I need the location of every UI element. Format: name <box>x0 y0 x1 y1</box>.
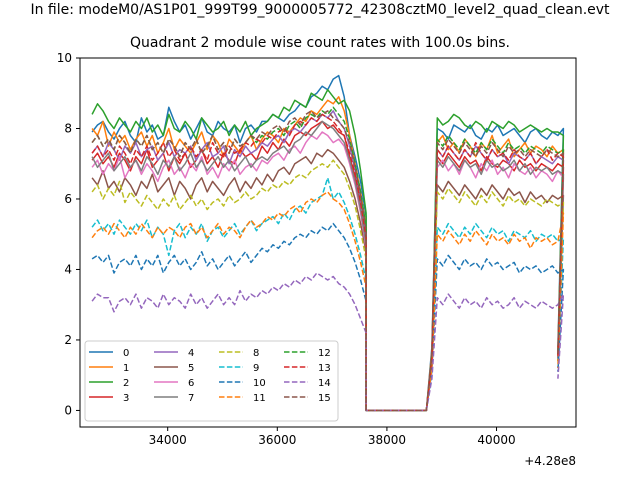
series-line-10 <box>91 222 565 412</box>
x-tick-label: 36000 <box>258 433 296 447</box>
series-line-15 <box>91 110 565 412</box>
legend-box <box>84 340 339 422</box>
series-line-2 <box>91 88 565 412</box>
series-line-6 <box>91 131 565 412</box>
chart-title: Quadrant 2 module wise count rates with … <box>130 35 510 51</box>
legend-label-15: 15 <box>318 393 331 404</box>
series-line-13 <box>91 113 565 412</box>
legend-label-10: 10 <box>253 378 266 389</box>
x-tick-label: 34000 <box>149 433 187 447</box>
legend-label-1: 1 <box>123 363 129 374</box>
y-tick-label: 10 <box>57 51 72 65</box>
series-line-11 <box>91 191 565 412</box>
y-tick-label: 4 <box>64 262 72 276</box>
legend-label-2: 2 <box>123 378 129 389</box>
legend-label-14: 14 <box>318 378 331 389</box>
axes-frame <box>79 57 577 428</box>
series-line-8 <box>91 159 565 412</box>
legend-label-8: 8 <box>253 348 259 359</box>
y-tick-label: 8 <box>64 121 72 135</box>
y-tick-label: 6 <box>64 192 72 206</box>
y-tick-label: 0 <box>64 403 72 417</box>
legend-label-12: 12 <box>318 348 331 359</box>
legend-label-3: 3 <box>123 393 129 404</box>
series-line-1 <box>91 96 565 412</box>
x-tick-label: 40000 <box>477 433 515 447</box>
legend-label-6: 6 <box>188 378 194 389</box>
legend-label-4: 4 <box>188 348 194 359</box>
series-line-7 <box>91 120 565 412</box>
series-line-5 <box>91 148 565 412</box>
y-tick-label: 2 <box>64 333 72 347</box>
legend-label-11: 11 <box>253 393 266 404</box>
legend-label-5: 5 <box>188 363 194 374</box>
legend-label-7: 7 <box>188 393 194 404</box>
x-offset-label: +4.28e8 <box>524 454 576 468</box>
legend-label-9: 9 <box>253 363 259 374</box>
figure-suptitle: In file: modeM0/AS1P01_999T99_9000005772… <box>30 2 610 18</box>
legend-label-0: 0 <box>123 348 129 359</box>
series-line-14 <box>91 272 565 412</box>
legend-label-13: 13 <box>318 363 331 374</box>
series-line-12 <box>91 106 565 412</box>
series-line-9 <box>91 177 565 412</box>
x-tick-label: 38000 <box>368 433 406 447</box>
